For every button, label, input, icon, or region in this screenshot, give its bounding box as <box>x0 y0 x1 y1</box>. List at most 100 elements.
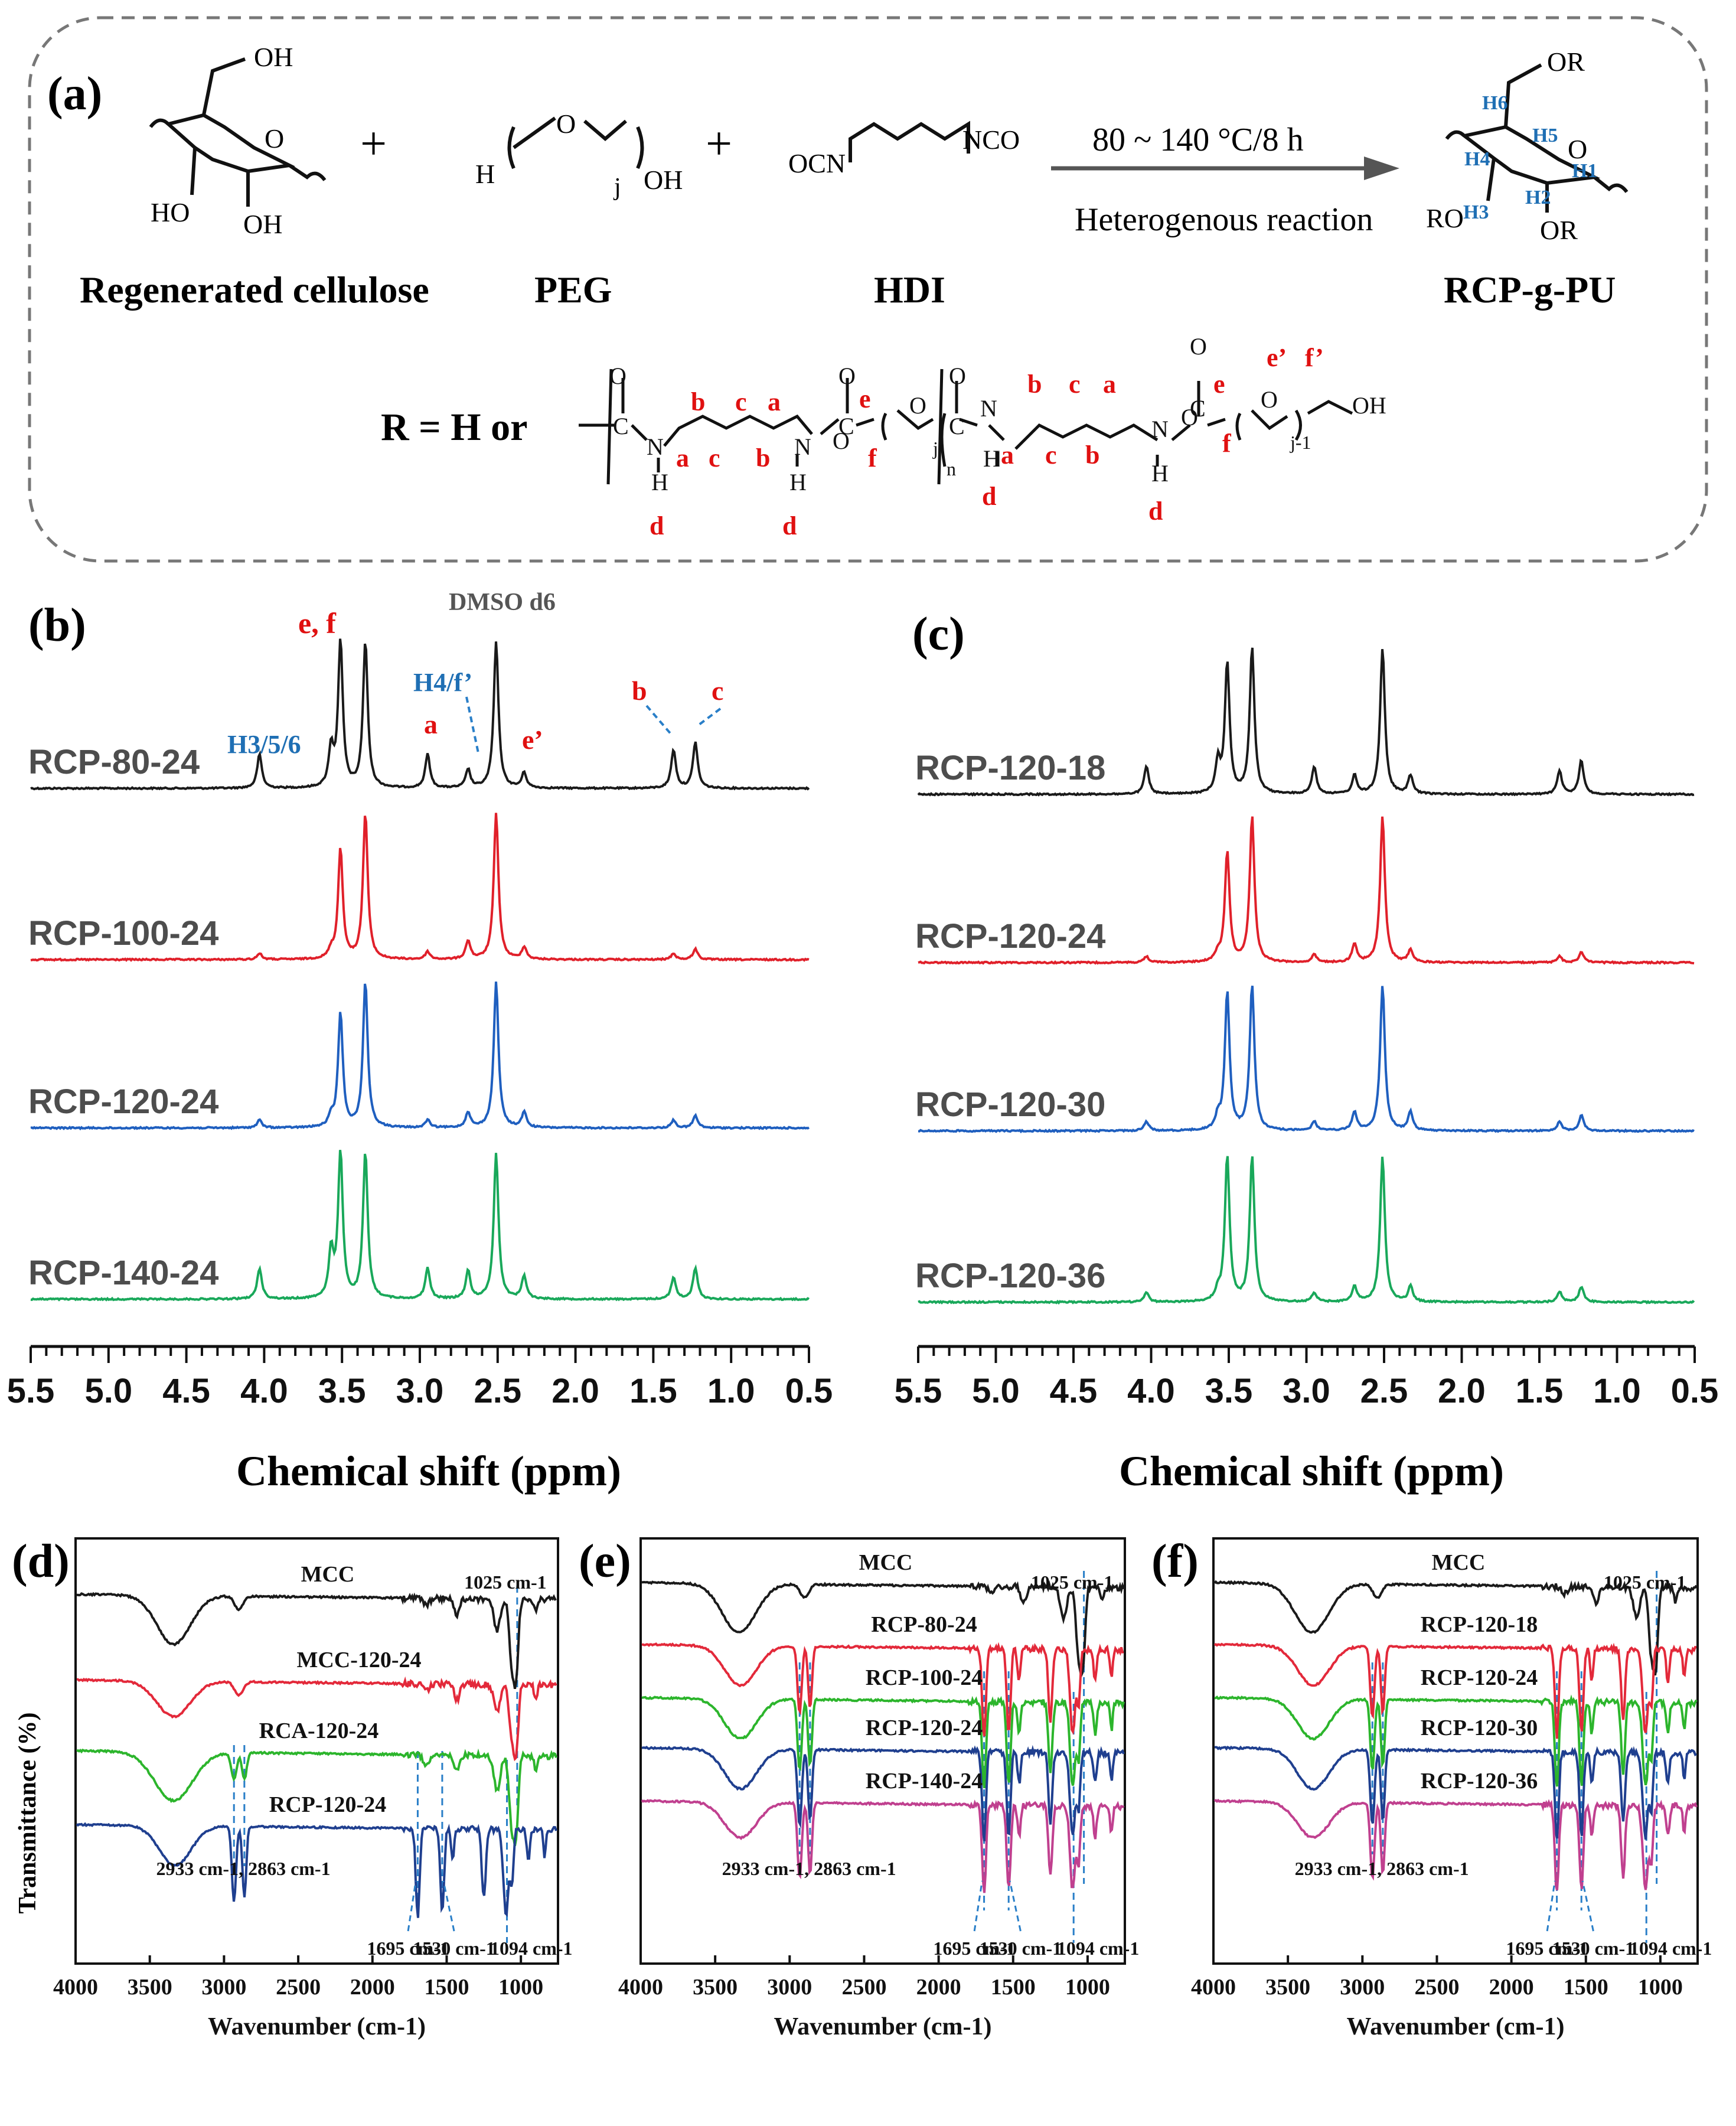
ftir-arrow-1695 <box>407 1880 417 1932</box>
nmr-b-series-RCP-100-24 <box>30 813 810 962</box>
nmr-x-tick-label: 1.0 <box>707 1372 755 1410</box>
ftir-annot-1695: 1695 cm-1 <box>367 1938 449 1959</box>
ftir-series-MCC <box>641 1580 1125 1680</box>
ftir-annot-1025: 1025 cm-1 <box>464 1571 547 1593</box>
nmr-x-tick-label: 5.5 <box>7 1372 55 1410</box>
ftir-x-tick-label: 1500 <box>424 1975 469 2000</box>
rg-o8: O <box>1261 386 1278 413</box>
nmr-b-annot-c: c <box>712 676 723 706</box>
ftir-annot-1530: 1530 cm-1 <box>980 1938 1062 1959</box>
ftir-series-RCP-120-24 <box>76 1822 557 1918</box>
ftir-series-RCP-120-24 <box>1214 1694 1698 1787</box>
ftir-x-tick-label: 1000 <box>1638 1975 1683 2000</box>
ftir-annot-1094: 1094 cm-1 <box>1630 1938 1712 1959</box>
cellulose-oh2: OH <box>243 209 282 239</box>
ftir-series-label: MCC <box>859 1550 913 1575</box>
ftir-d-plot: MCC MCC-120-24 RCA-120-24 RCP-120-24 4000 350… <box>53 1537 573 2040</box>
ftir-series-label: RCP-120-24 <box>1421 1665 1538 1690</box>
rg-label-b2: b <box>756 444 770 472</box>
rg-label-a1: a <box>768 387 781 416</box>
rg-h3: H <box>983 445 1000 472</box>
nmr-c-series-RCP-120-36 <box>918 1156 1695 1305</box>
ftir-annot-1025: 1025 cm-1 <box>1031 1571 1114 1593</box>
ftir-arrow-1695 <box>1546 1880 1556 1932</box>
cellulose-label: Regenerated cellulose <box>80 269 429 311</box>
ftir-x-tick-label: 3000 <box>767 1975 812 2000</box>
reaction-arrowhead <box>1364 156 1399 180</box>
nmr-b-annot-dmso: DMSO d6 <box>449 589 556 616</box>
ftir-frame <box>639 1537 1126 1965</box>
rg-j: j <box>932 438 938 459</box>
ftir-annot-1094: 1094 cm-1 <box>490 1938 573 1959</box>
product-or3: RO <box>1426 203 1464 233</box>
nmr-series-label: RCP-120-30 <box>915 1085 1105 1124</box>
rg-label-d1: d <box>650 511 664 540</box>
ftir-arrow-1530 <box>1581 1880 1594 1932</box>
nmr-x-tick-label: 5.0 <box>84 1372 132 1410</box>
proton-h4: H4 <box>1464 148 1490 170</box>
nmr-b-plot: RCP-80-24 RCP-100-24 RCP-120-24 RCP-140-24 <box>28 638 810 1302</box>
ftir-x-tick-label: 1000 <box>1065 1975 1110 2000</box>
ftir-x-tick-label: 1500 <box>991 1975 1036 2000</box>
rg-label-a3: a <box>1103 370 1116 399</box>
nmr-x-tick-label: 3.5 <box>318 1372 366 1410</box>
ftir-x-tick-label: 4000 <box>618 1975 663 2000</box>
cellulose-oh3: HO <box>151 197 190 227</box>
nmr-x-tick-label: 2.5 <box>1360 1372 1408 1410</box>
proton-h6: H6 <box>1482 92 1507 114</box>
panel-e-label: (e) <box>579 1535 631 1587</box>
peg-label: PEG <box>534 269 612 311</box>
panel-f-label: (f) <box>1151 1535 1199 1587</box>
ftir-series-label: RCP-120-30 <box>1421 1716 1538 1740</box>
ftir-series-label: MCC-120-24 <box>296 1648 421 1672</box>
nmr-x-tick-label: 4.5 <box>162 1372 210 1410</box>
panel-a: (a) OH O HO OH Regenerated cellulose + O… <box>28 16 1708 563</box>
ftir-arrow-1530 <box>1009 1880 1022 1932</box>
ftir-x-tick-label: 3500 <box>1265 1975 1310 2000</box>
ftir-series-RCP-120-30 <box>1214 1745 1698 1840</box>
nmr-x-tick-label: 4.0 <box>240 1372 288 1410</box>
panel-c: (c) RCP-120-18RCP-120-24RCP-120-30RCP-12… <box>895 608 1719 1495</box>
ftir-x-tick-label: 1000 <box>498 1975 543 2000</box>
rg-o5: O <box>949 363 966 389</box>
ftir-series-label: RCP-100-24 <box>866 1665 983 1690</box>
ftir-series-label: RCP-120-36 <box>1421 1769 1538 1794</box>
nmr-c-xlabel: Chemical shift (ppm) <box>1119 1447 1504 1495</box>
panel-c-label: (c) <box>912 608 965 660</box>
nmr-c-series-RCP-120-24 <box>918 816 1695 965</box>
cellulose-structure <box>149 57 327 207</box>
ftir-series-MCC <box>76 1592 557 1690</box>
rg-label-a2: a <box>676 444 689 472</box>
nmr-x-tick-label: 4.5 <box>1050 1372 1098 1410</box>
rg-c1: C <box>613 413 629 439</box>
nmr-x-tick-label: 2.5 <box>474 1372 521 1410</box>
rg-label-c1: c <box>735 387 747 416</box>
ftir-xlabel: Wavenumber (cm-1) <box>208 2013 426 2040</box>
ftir-x-tick-label: 2500 <box>276 1975 321 2000</box>
nmr-x-tick-label: 0.5 <box>1671 1372 1719 1410</box>
proton-h2: H2 <box>1525 187 1551 208</box>
ftir-annot-1695: 1695 cm-1 <box>1506 1938 1588 1959</box>
product-label: RCP-g-PU <box>1444 269 1616 311</box>
ftir-series-RCP-120-24 <box>641 1745 1125 1842</box>
rg-oh: OH <box>1352 392 1386 419</box>
nmr-x-tick-label: 2.0 <box>1438 1372 1486 1410</box>
rg-c2: C <box>838 413 854 439</box>
panel-d: (d) Transmittance (%) MCC MCC-120-24 RCA-1… <box>12 1535 573 2040</box>
rg-label-c3: c <box>1069 370 1081 399</box>
rg-o4: O <box>909 392 926 419</box>
condition-reaction-type: Heterogenous reaction <box>1075 201 1373 238</box>
ftir-x-tick-label: 3500 <box>128 1975 172 2000</box>
peg-oh: OH <box>644 165 683 195</box>
rg-label-f2: f <box>1222 429 1232 458</box>
nmr-x-tick-label: 3.0 <box>1283 1372 1330 1410</box>
panel-f: (f) MCC RCP-120-18 RCP-120-24 RCP-120-30 RCP… <box>1151 1535 1712 2040</box>
ftir-series-label: RCP-80-24 <box>871 1612 977 1637</box>
nmr-series-label: RCP-120-24 <box>28 1082 218 1121</box>
hdi-nco: NCO <box>962 125 1020 155</box>
nmr-c-axis: 5.5 5.0 4.5 4.0 3.5 3.0 2.5 2.0 1.5 1.0 0.5 <box>895 1345 1719 1410</box>
nmr-series-label: RCP-140-24 <box>28 1254 218 1292</box>
rg-o7: O <box>1181 404 1198 431</box>
panel-e: (e) MCC RCP-80-24 RCP-100-24 RCP-120-24 RCP-… <box>579 1535 1139 2040</box>
